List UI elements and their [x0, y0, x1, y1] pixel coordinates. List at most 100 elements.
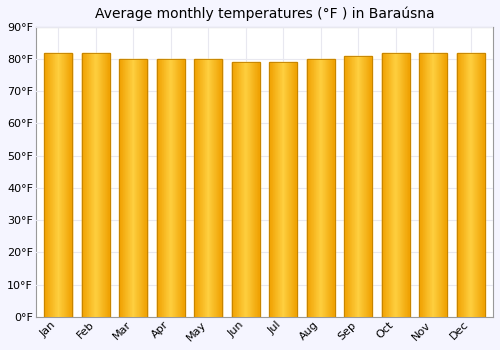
Bar	[104, 52, 105, 317]
Bar	[237, 62, 238, 317]
Bar	[468, 52, 469, 317]
Bar	[363, 56, 364, 317]
Bar	[463, 52, 464, 317]
Bar	[291, 62, 292, 317]
Bar	[164, 59, 165, 317]
Bar	[408, 52, 409, 317]
Bar	[85, 52, 86, 317]
Bar	[353, 56, 354, 317]
Bar	[215, 59, 216, 317]
Bar	[119, 59, 147, 317]
Bar	[467, 52, 468, 317]
Bar	[121, 59, 122, 317]
Bar	[432, 52, 433, 317]
Bar	[316, 59, 317, 317]
Bar	[328, 59, 329, 317]
Bar	[133, 59, 134, 317]
Bar	[280, 62, 281, 317]
Bar	[296, 62, 297, 317]
Bar	[105, 52, 106, 317]
Bar	[208, 59, 209, 317]
Bar	[144, 59, 145, 317]
Bar	[421, 52, 422, 317]
Bar	[317, 59, 318, 317]
Bar	[221, 59, 222, 317]
Bar	[138, 59, 139, 317]
Bar	[327, 59, 328, 317]
Bar	[214, 59, 215, 317]
Bar	[134, 59, 136, 317]
Bar	[436, 52, 438, 317]
Bar	[64, 52, 65, 317]
Bar	[156, 59, 158, 317]
Bar	[63, 52, 64, 317]
Bar	[472, 52, 474, 317]
Bar	[156, 59, 184, 317]
Bar	[136, 59, 138, 317]
Bar	[322, 59, 324, 317]
Bar	[364, 56, 365, 317]
Bar	[127, 59, 128, 317]
Bar	[390, 52, 392, 317]
Bar	[306, 59, 334, 317]
Bar	[308, 59, 310, 317]
Bar	[282, 62, 283, 317]
Bar	[99, 52, 100, 317]
Bar	[172, 59, 173, 317]
Bar	[325, 59, 326, 317]
Bar	[276, 62, 277, 317]
Bar	[354, 56, 356, 317]
Bar	[477, 52, 478, 317]
Bar	[97, 52, 98, 317]
Bar	[102, 52, 104, 317]
Bar	[107, 52, 108, 317]
Bar	[442, 52, 443, 317]
Bar	[198, 59, 199, 317]
Bar	[141, 59, 142, 317]
Bar	[400, 52, 401, 317]
Bar	[271, 62, 272, 317]
Bar	[394, 52, 395, 317]
Bar	[290, 62, 291, 317]
Bar	[249, 62, 250, 317]
Bar	[210, 59, 211, 317]
Bar	[285, 62, 286, 317]
Bar	[82, 52, 110, 317]
Bar	[434, 52, 435, 317]
Bar	[482, 52, 483, 317]
Bar	[132, 59, 133, 317]
Bar	[349, 56, 350, 317]
Bar	[382, 52, 409, 317]
Bar	[212, 59, 213, 317]
Bar	[431, 52, 432, 317]
Bar	[83, 52, 84, 317]
Bar	[245, 62, 246, 317]
Bar	[423, 52, 424, 317]
Bar	[126, 59, 127, 317]
Bar	[246, 62, 247, 317]
Bar	[332, 59, 334, 317]
Bar	[98, 52, 99, 317]
Bar	[66, 52, 68, 317]
Bar	[250, 62, 252, 317]
Bar	[344, 56, 372, 317]
Bar	[313, 59, 314, 317]
Bar	[109, 52, 110, 317]
Bar	[398, 52, 399, 317]
Bar	[248, 62, 249, 317]
Bar	[397, 52, 398, 317]
Bar	[232, 62, 260, 317]
Bar	[441, 52, 442, 317]
Bar	[218, 59, 220, 317]
Bar	[166, 59, 167, 317]
Bar	[277, 62, 278, 317]
Bar	[429, 52, 430, 317]
Bar	[181, 59, 182, 317]
Bar	[201, 59, 202, 317]
Bar	[139, 59, 140, 317]
Bar	[199, 59, 200, 317]
Bar	[419, 52, 447, 317]
Bar	[478, 52, 479, 317]
Bar	[289, 62, 290, 317]
Bar	[474, 52, 475, 317]
